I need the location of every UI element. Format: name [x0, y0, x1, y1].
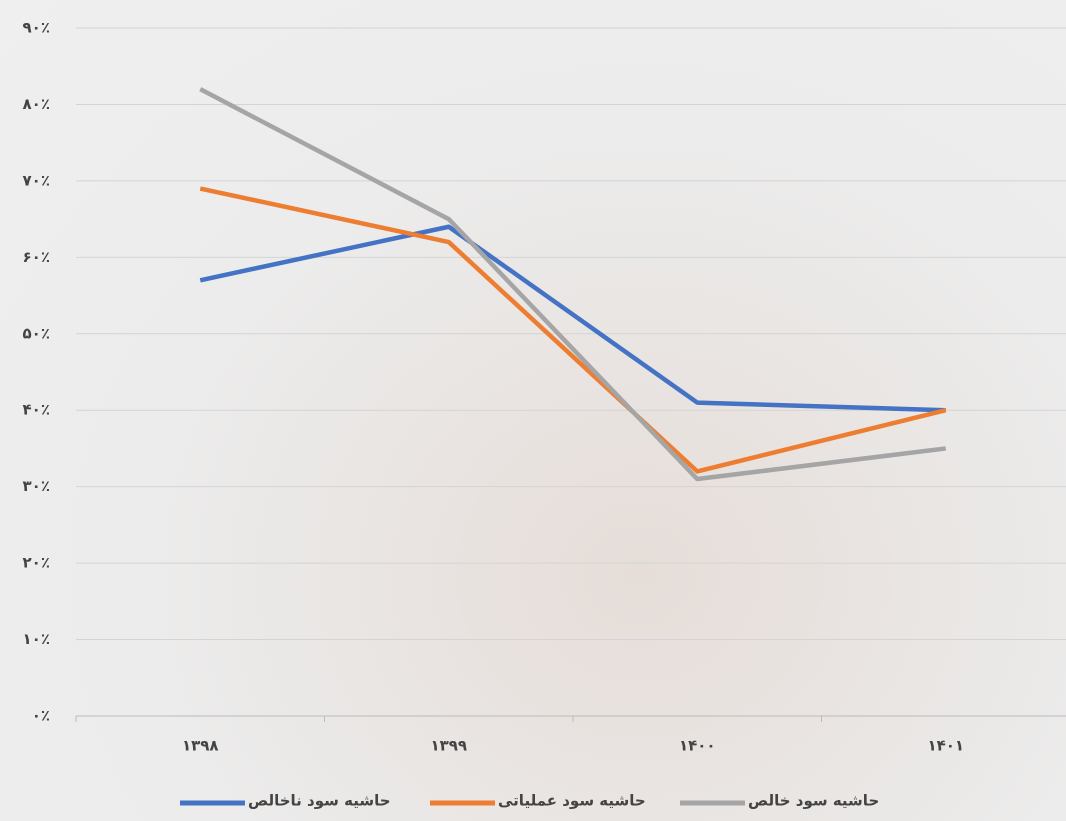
legend-label: حاشیه سود خالص — [748, 792, 879, 810]
x-tick-label: ۱۳۹۹ — [430, 737, 467, 755]
y-tick-label: ۷۰٪ — [23, 171, 50, 189]
legend-label: حاشیه سود ناخالص — [248, 792, 391, 810]
y-tick-label: ۱۰٪ — [23, 630, 50, 648]
line-series — [200, 227, 946, 410]
y-tick-label: ۵۰٪ — [23, 324, 50, 342]
y-tick-label: ۲۰٪ — [23, 554, 50, 572]
y-tick-label: ۶۰٪ — [23, 248, 50, 266]
line-series — [200, 189, 946, 472]
y-tick-label: ۴۰٪ — [23, 401, 50, 419]
x-tick-label: ۱۳۹۸ — [182, 737, 219, 755]
chart: ۰٪ ۱۰٪ ۲۰٪ ۳۰٪ ۴۰٪ ۵۰٪ ۶۰٪ ۷۰٪ ۸۰٪ ۹۰٪ ۱۳۹۸ ۱۳۹۹ ۱۴۰… — [0, 0, 1066, 821]
y-tick-label: ۹۰٪ — [23, 19, 50, 37]
x-tick-label: ۱۴۰۰ — [679, 737, 716, 755]
x-tick-label: ۱۴۰۱ — [927, 737, 964, 755]
y-tick-label: ۰٪ — [32, 707, 50, 725]
line-series — [200, 89, 946, 479]
y-tick-label: ۳۰٪ — [23, 477, 50, 495]
legend-label: حاشیه سود عملیاتی — [498, 792, 646, 810]
y-tick-label: ۸۰٪ — [23, 95, 50, 113]
